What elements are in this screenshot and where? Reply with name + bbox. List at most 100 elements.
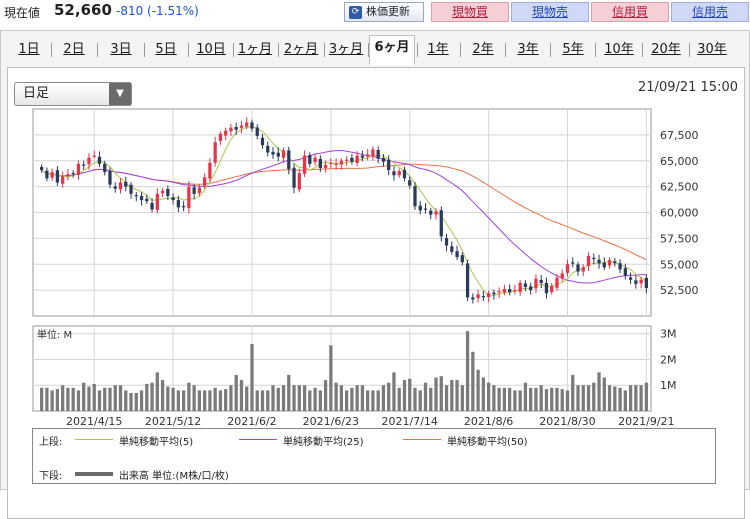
candle-body [571, 262, 575, 264]
volume-bar [66, 387, 70, 411]
candle-body [55, 170, 60, 183]
tab-period-2[interactable]: 3日 [110, 42, 132, 57]
candle-body [439, 210, 443, 237]
volume-bar [103, 387, 107, 411]
volume-bar [181, 390, 186, 411]
candle-body [555, 277, 559, 288]
refresh-price-button[interactable]: ⟳ 株価更新 [344, 2, 424, 22]
candle-body [492, 292, 496, 295]
trade-button-3[interactable]: 信用売 [671, 2, 749, 22]
candle-body [39, 166, 44, 171]
volume-bar [213, 387, 217, 411]
volume-bar [166, 386, 170, 411]
candle-body [397, 171, 401, 176]
candle-interval-select[interactable]: 日足 ▼ [14, 82, 132, 106]
volume-bar [76, 390, 81, 411]
candle-body [334, 163, 338, 166]
volume-bar [197, 390, 202, 411]
volume-bar [486, 382, 491, 411]
tab-separator [505, 43, 506, 57]
candle-body [339, 160, 344, 165]
trade-button-1[interactable]: 現物売 [511, 2, 589, 22]
tab-separator [233, 43, 234, 57]
candle-body [260, 137, 265, 146]
price-header: 現在値 52,660 -810 (-1.51%) ⟳ 株価更新 現物買 現物売 信用… [0, 0, 750, 26]
volume-bar [334, 382, 338, 411]
tab-period-0[interactable]: 1日 [18, 42, 40, 57]
volume-bar [176, 390, 180, 411]
tab-period-4[interactable]: 10日 [196, 42, 226, 57]
volume-bar [471, 351, 475, 411]
chevron-down-icon: ▼ [109, 83, 131, 105]
candle-body [634, 280, 638, 284]
tab-period-9[interactable]: 1年 [427, 42, 449, 57]
candle-body [129, 184, 133, 194]
volume-bar [118, 385, 123, 411]
candle-body [392, 171, 396, 176]
tab-period-5[interactable]: 1ヶ月 [237, 42, 273, 57]
candle-body [560, 273, 564, 279]
candle-body [413, 186, 417, 207]
candle-body [229, 127, 233, 132]
volume-bar [224, 389, 228, 411]
volume-bar [218, 390, 223, 411]
trade-button-0[interactable]: 現物買 [431, 2, 509, 22]
candle-body [623, 268, 627, 276]
current-price: 52,660 [54, 1, 112, 19]
volume-tick-label: 1M [660, 379, 677, 392]
volume-bar [529, 387, 533, 411]
volume-bar [397, 387, 401, 411]
tab-period-10[interactable]: 2年 [472, 42, 494, 57]
candle-body [139, 195, 144, 201]
tab-period-11[interactable]: 3年 [517, 42, 539, 57]
volume-unit-label: 単位: M [37, 328, 72, 341]
candle-body [297, 173, 301, 190]
volume-bar [255, 390, 259, 411]
volume-bar [418, 390, 422, 411]
tab-period-13[interactable]: 10年 [604, 42, 634, 57]
candle-body [387, 159, 391, 171]
trade-button-2[interactable]: 信用買 [591, 2, 669, 22]
volume-bar [234, 374, 238, 411]
tab-period-12[interactable]: 5年 [562, 42, 584, 57]
candle-body [218, 133, 223, 141]
candle-body [497, 291, 501, 293]
y-tick-label: 62,500 [660, 181, 699, 194]
legend-ma25-swatch [239, 439, 277, 440]
volume-bar [302, 385, 307, 411]
tab-period-1[interactable]: 2日 [63, 42, 85, 57]
volume-bar [108, 387, 112, 411]
volume-bar [623, 390, 627, 411]
volume-bar [250, 344, 254, 411]
tab-period-7[interactable]: 3ヶ月 [328, 42, 364, 57]
candle-body [429, 210, 433, 215]
candle-body [287, 150, 291, 170]
volume-bar [555, 387, 559, 411]
candle-body [176, 200, 180, 208]
volume-bar [292, 385, 296, 411]
volume-bar [239, 380, 244, 411]
legend-volume-swatch [75, 472, 113, 476]
volume-bar [97, 390, 102, 411]
candle-body [518, 282, 522, 292]
candle-body [197, 187, 202, 194]
candle-body [150, 202, 154, 210]
volume-bar [87, 386, 91, 411]
candle-interval-value: 日足 [23, 86, 50, 101]
tab-period-15[interactable]: 30年 [697, 42, 727, 57]
candle-body [471, 297, 475, 300]
candle-body [145, 198, 149, 202]
candle-body [455, 251, 459, 258]
volume-bar [450, 380, 454, 411]
tab-period-3[interactable]: 5日 [155, 42, 177, 57]
x-tick-label: 2021/8/30 [539, 415, 595, 428]
volume-bar [444, 385, 449, 411]
tab-period-14[interactable]: 20年 [651, 42, 681, 57]
tab-period-6[interactable]: 2ヶ月 [283, 42, 319, 57]
volume-bar [134, 392, 138, 411]
volume-bar [518, 390, 522, 411]
volume-bar [71, 387, 75, 411]
tab-period-8[interactable]: 6ヶ月 [369, 35, 415, 65]
volume-bar [644, 382, 649, 411]
legend-upper-label: 上段: [39, 437, 63, 448]
